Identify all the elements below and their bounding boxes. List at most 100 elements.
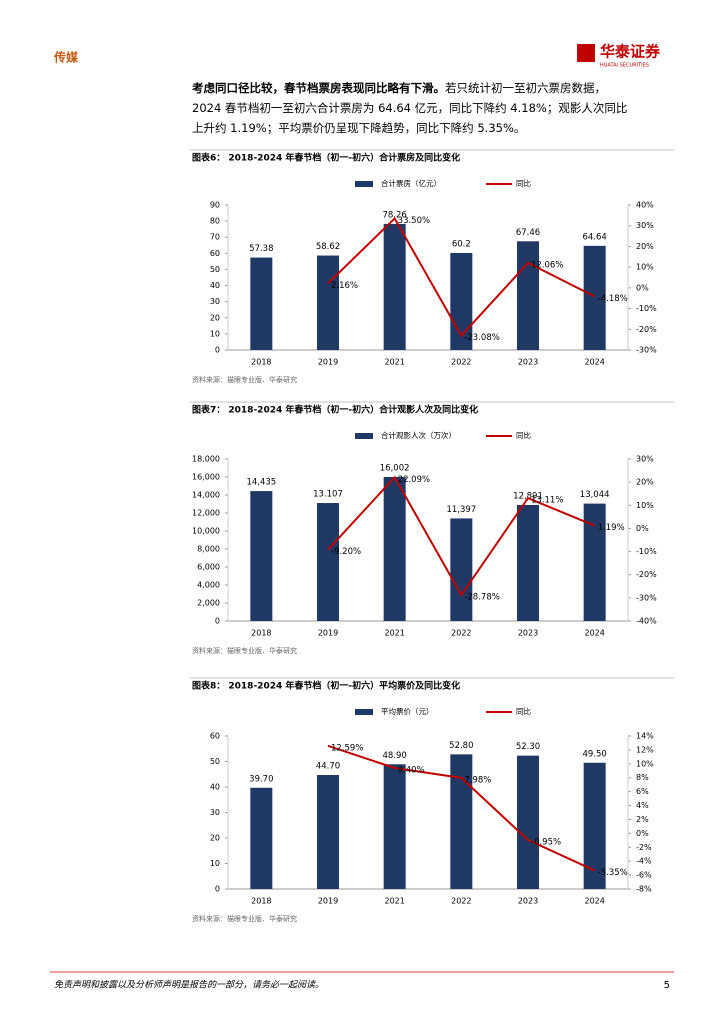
x-tick-label: 2018 xyxy=(251,897,271,906)
page-number: 5 xyxy=(664,980,670,991)
y2-tick-label: 30% xyxy=(636,455,654,464)
y-tick-label: 18,000 xyxy=(192,455,220,464)
bar-label: 67.46 xyxy=(516,228,540,238)
y-tick-label: 20 xyxy=(210,834,220,843)
chart-title: 图表7： 2018-2024 年春节档（初一-初六）合计观影人次及同比变化 xyxy=(192,404,478,416)
bar-label: 13,044 xyxy=(580,490,610,500)
chart-title: 图表6： 2018-2024 年春节档（初一-初六）合计票房及同比变化 xyxy=(192,152,460,164)
bar xyxy=(250,787,273,889)
line xyxy=(327,475,596,597)
x-tick-label: 2021 xyxy=(384,358,404,367)
x-tick-label: 2018 xyxy=(251,358,271,367)
paragraph-lead: 考虑同口径比较，春节档票房表现同比略有下滑。 xyxy=(192,81,445,95)
y-tick-label: 70 xyxy=(210,233,220,242)
bar xyxy=(317,255,339,350)
line-label: -5.35% xyxy=(598,868,628,878)
x-tick-label: 2023 xyxy=(518,358,538,367)
footer-disclaimer: 免责声明和披露以及分析师声明是报告的一部分，请务必一起阅读。 xyxy=(54,980,324,991)
bar xyxy=(517,241,539,350)
y2-tick-label: 0% xyxy=(636,524,649,533)
bar-label: 78.26 xyxy=(382,210,406,220)
x-tick-label: 2019 xyxy=(318,629,338,638)
y-tick-label: 20 xyxy=(210,313,220,322)
bar xyxy=(383,764,406,889)
bar xyxy=(583,503,606,621)
bar-label: 64.64 xyxy=(582,232,606,242)
legend-swatch xyxy=(355,709,373,715)
y-tick-label: 60 xyxy=(210,732,220,741)
bar xyxy=(517,755,539,889)
y-tick-label: 30 xyxy=(210,808,220,817)
x-tick-label: 2024 xyxy=(584,629,604,638)
logo-icon xyxy=(577,44,595,62)
bar xyxy=(250,491,273,621)
line xyxy=(327,744,596,872)
bar-label: 13.107 xyxy=(313,490,343,500)
line-label: 2.16% xyxy=(331,281,358,291)
line-label: 12.06% xyxy=(531,260,563,270)
bar-label: 49.50 xyxy=(582,749,606,759)
bar xyxy=(383,223,406,350)
y2-tick-label: 8% xyxy=(636,773,649,782)
chart-source: 资料来源：猫眼专业版、华泰研究 xyxy=(192,375,297,384)
bar xyxy=(450,754,473,889)
x-tick-label: 2021 xyxy=(384,629,404,638)
line-label: 1.19% xyxy=(598,523,625,533)
y2-tick-label: 0% xyxy=(636,829,649,838)
bar-label: 11,397 xyxy=(446,505,476,515)
chart-source: 资料来源：猫眼专业版、华泰研究 xyxy=(192,646,297,655)
legend-label: 同比 xyxy=(516,178,531,188)
y2-tick-label: -30% xyxy=(636,593,657,602)
x-tick-label: 2021 xyxy=(384,897,404,906)
bar xyxy=(450,518,473,621)
y2-tick-label: 10% xyxy=(636,263,654,272)
y2-tick-label: -20% xyxy=(636,570,657,579)
line xyxy=(327,216,596,338)
y2-tick-label: -10% xyxy=(636,547,657,556)
y2-tick-label: -2% xyxy=(636,843,652,852)
legend-swatch xyxy=(355,181,373,187)
y2-tick-label: 20% xyxy=(636,242,654,251)
bar xyxy=(517,504,539,621)
bar-label: 60.2 xyxy=(452,240,471,250)
y-tick-label: 16,000 xyxy=(192,473,220,482)
line-label: 9.40% xyxy=(398,765,425,775)
y-tick-label: 12,000 xyxy=(192,509,220,518)
bar-label: 16,002 xyxy=(380,463,410,473)
bar-label: 12,891 xyxy=(513,491,543,501)
legend-label: 合计观影人次（万次） xyxy=(381,430,456,440)
y2-tick-label: 0% xyxy=(636,283,649,292)
y2-tick-label: -30% xyxy=(636,346,657,355)
legend-label: 同比 xyxy=(516,430,531,440)
paragraph: 考虑同口径比较，春节档票房表现同比略有下滑。若只统计初一至初六票房数据，2024… xyxy=(192,78,632,138)
y2-tick-label: 20% xyxy=(636,478,654,487)
line-label: -28.78% xyxy=(464,593,499,603)
y-tick-label: 10 xyxy=(210,329,220,338)
bar xyxy=(250,257,273,350)
y-tick-label: 0 xyxy=(215,346,220,355)
y-tick-label: 40 xyxy=(210,281,220,290)
y2-tick-label: 10% xyxy=(636,759,654,768)
y-tick-label: 50 xyxy=(210,757,220,766)
line-label: 7.98% xyxy=(464,775,491,785)
y-tick-label: 30 xyxy=(210,297,220,306)
bar xyxy=(317,775,339,889)
line-label: -0.95% xyxy=(531,837,561,847)
y2-tick-label: 30% xyxy=(636,221,654,230)
bar-label: 39.70 xyxy=(249,774,273,784)
y-tick-label: 40 xyxy=(210,783,220,792)
legend-label: 合计票房（亿元） xyxy=(381,178,441,188)
x-tick-label: 2022 xyxy=(451,629,471,638)
y-tick-label: 10 xyxy=(210,859,220,868)
bar xyxy=(583,762,606,889)
line-label: 33.50% xyxy=(398,216,430,226)
y-tick-label: 4,000 xyxy=(197,581,220,590)
x-tick-label: 2022 xyxy=(451,358,471,367)
y2-tick-label: -6% xyxy=(636,871,652,880)
y2-tick-label: -40% xyxy=(636,617,657,626)
line-label: -9.20% xyxy=(331,547,361,557)
y-tick-label: 50 xyxy=(210,265,220,274)
line-label: 13.11% xyxy=(531,496,563,506)
y2-tick-label: 4% xyxy=(636,801,649,810)
line-label: 22.09% xyxy=(398,475,430,485)
